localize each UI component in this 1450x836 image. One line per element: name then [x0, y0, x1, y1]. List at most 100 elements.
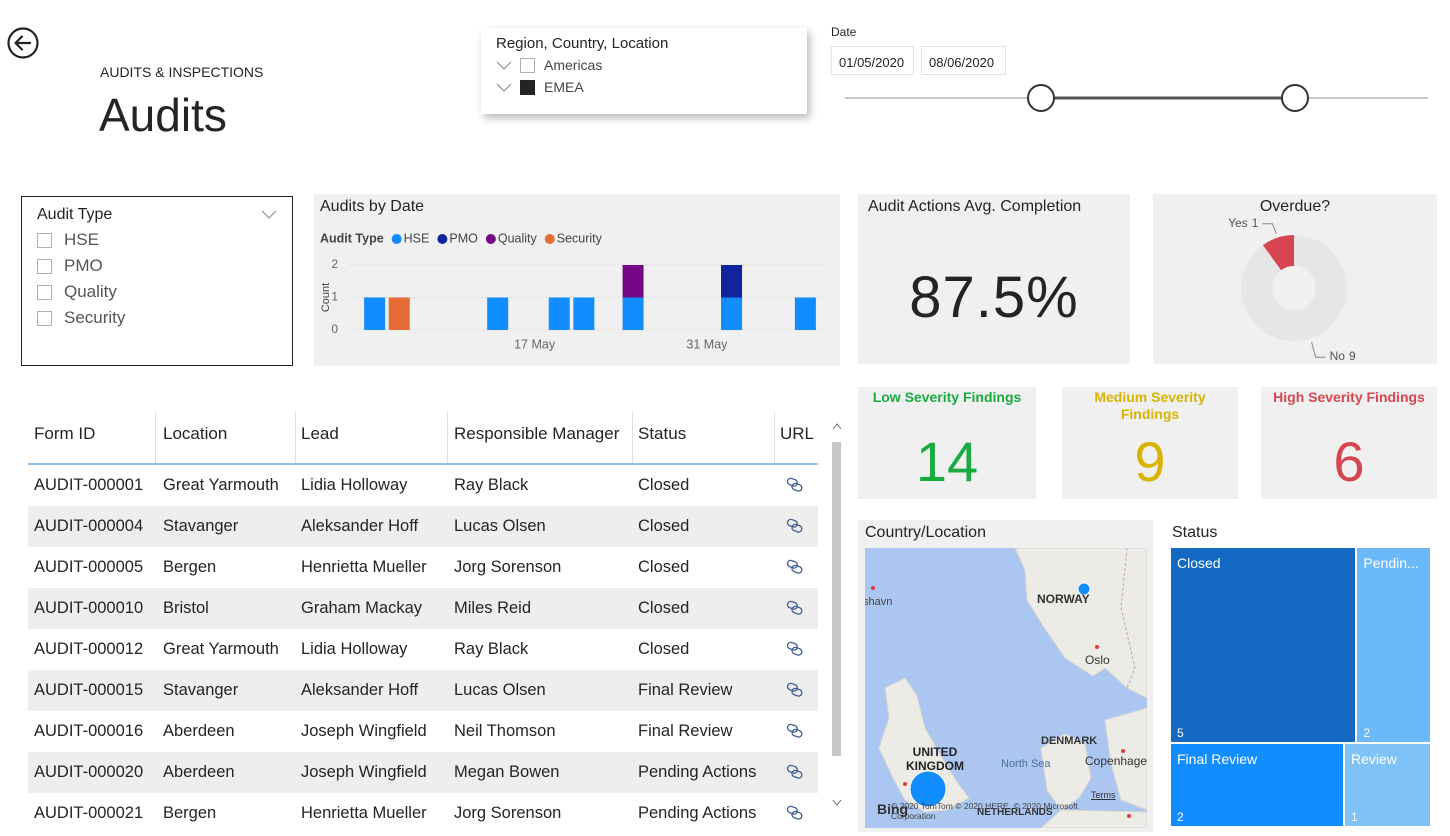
chevron[interactable]	[261, 210, 277, 219]
severity-card: Medium Severity Findings 9	[1062, 387, 1238, 499]
back-button[interactable]	[6, 26, 40, 60]
checkbox[interactable]	[37, 259, 52, 274]
map-land	[878, 677, 970, 813]
region-slicer: Region, Country, Location Americas EMEA	[481, 28, 807, 114]
data-label-value: 9	[1349, 349, 1356, 363]
city-dot	[1095, 645, 1099, 649]
scrollbar-thumb[interactable]	[832, 442, 841, 756]
treemap-label: Final Review	[1177, 751, 1258, 767]
map-label: North Sea	[1001, 758, 1051, 770]
scroll-up[interactable]	[832, 423, 842, 430]
map-title: Country/Location	[865, 524, 986, 541]
slider-handle[interactable]	[1281, 84, 1309, 112]
date-start[interactable]: 01/05/2020	[831, 46, 914, 75]
link-icon[interactable]	[791, 605, 803, 615]
map-bubble[interactable]	[1077, 582, 1091, 596]
bar[interactable]	[721, 297, 743, 331]
table-cell: Pending Actions	[638, 763, 757, 781]
date-end[interactable]: 08/06/2020	[921, 46, 1006, 75]
kpi-value: 87.5%	[909, 265, 1079, 330]
table-cell: Jorg Sorenson	[454, 558, 562, 576]
link-icon[interactable]	[791, 564, 803, 574]
bar[interactable]	[388, 297, 410, 331]
x-tick-label: 31 May	[686, 337, 728, 351]
chart-canvas: Overdue? Yes 1 No 9	[1228, 198, 1356, 363]
table-cell: Lidia Holloway	[301, 640, 408, 658]
legend-label: Security	[557, 231, 603, 245]
chart-canvas	[786, 641, 803, 656]
link-icon[interactable]	[791, 523, 803, 533]
chart-canvas	[832, 423, 842, 806]
link-icon[interactable]	[791, 769, 803, 779]
link-icon[interactable]	[791, 728, 803, 738]
data-label: No 9	[1330, 349, 1356, 363]
map-label: NETHERLANDS	[977, 807, 1053, 818]
chart-title: Audits by Date	[320, 198, 424, 215]
pie-slice[interactable]	[1262, 235, 1294, 271]
column-header: Lead	[301, 424, 339, 443]
slider-handle[interactable]	[1027, 84, 1055, 112]
slicer-option[interactable]: HSE	[64, 230, 99, 249]
table-cell: Henrietta Mueller	[301, 804, 427, 822]
bar[interactable]	[622, 265, 644, 298]
chart-canvas	[786, 518, 803, 533]
checkbox[interactable]	[520, 58, 535, 73]
slicer-option[interactable]: Americas	[544, 57, 603, 73]
slicer-option[interactable]: PMO	[64, 256, 103, 275]
treemap-cell[interactable]: Closed 5	[1171, 548, 1356, 742]
bar[interactable]	[794, 297, 816, 331]
table-cell: Closed	[638, 558, 690, 576]
map-label[interactable]: Terms	[1091, 790, 1116, 800]
slicer-option[interactable]: EMEA	[544, 79, 584, 95]
link-icon[interactable]	[791, 687, 803, 697]
table-cell: Aberdeen	[163, 763, 235, 781]
chart-canvas	[786, 764, 803, 779]
table-row: AUDIT-000012 Great Yarmouth Lidia Holloway…	[28, 629, 818, 670]
treemap-cell[interactable]: Pendin... 2	[1357, 548, 1430, 742]
table-row: AUDIT-000005 Bergen Henrietta Mueller Jorg …	[28, 547, 818, 588]
bar[interactable]	[487, 297, 509, 331]
bar[interactable]	[364, 297, 386, 331]
link-icon[interactable]	[791, 646, 803, 656]
bar[interactable]	[721, 265, 743, 298]
table-row: AUDIT-000016 Aberdeen Joseph Wingfield Neil…	[28, 711, 818, 752]
map-label: Copenhagen	[1085, 754, 1147, 768]
table-cell: Great Yarmouth	[163, 476, 279, 494]
checkbox[interactable]	[37, 233, 52, 248]
link-icon[interactable]	[791, 482, 803, 492]
treemap-cell[interactable]: Review 1	[1345, 744, 1430, 826]
chevron[interactable]	[496, 83, 512, 92]
map-label: NORWAY	[1037, 592, 1090, 606]
table-cell: Graham Mackay	[301, 599, 423, 617]
severity-value: 6	[1333, 430, 1365, 493]
treemap-label: Pendin...	[1363, 555, 1419, 571]
table-cell: Great Yarmouth	[163, 640, 279, 658]
chevron[interactable]	[496, 61, 512, 70]
table-cell: AUDIT-000010	[34, 599, 144, 617]
pie-slice[interactable]	[1241, 235, 1347, 341]
scroll-down[interactable]	[832, 799, 842, 806]
chart-canvas: Audits by Date Audit Type HSE PMO Quality Sec…	[320, 198, 830, 351]
chart-canvas	[786, 559, 803, 574]
map-label: shavn	[865, 596, 893, 608]
checkbox[interactable]	[37, 311, 52, 326]
slicer-option[interactable]: Security	[64, 308, 126, 327]
checkbox[interactable]	[37, 285, 52, 300]
table-cell: Bristol	[163, 599, 209, 617]
bar[interactable]	[622, 297, 644, 331]
link-icon[interactable]	[791, 810, 803, 820]
city-dot	[903, 782, 907, 786]
table-row: AUDIT-000015 Stavanger Aleksander Hoff Luca…	[28, 670, 818, 711]
slicer-option[interactable]: Quality	[64, 282, 117, 301]
table-row: AUDIT-000001 Great Yarmouth Lidia Holloway…	[28, 465, 818, 506]
treemap-cell[interactable]: Final Review 2	[1171, 744, 1343, 826]
map-bubble[interactable]	[909, 770, 947, 808]
table-cell: Stavanger	[163, 517, 239, 535]
table-row: AUDIT-000010 Bristol Graham Mackay Miles Re…	[28, 588, 818, 629]
treemap-label: Review	[1351, 751, 1397, 767]
checkbox[interactable]	[520, 80, 535, 95]
city-dot	[1127, 814, 1131, 818]
bar[interactable]	[573, 297, 595, 331]
bar[interactable]	[548, 297, 570, 331]
